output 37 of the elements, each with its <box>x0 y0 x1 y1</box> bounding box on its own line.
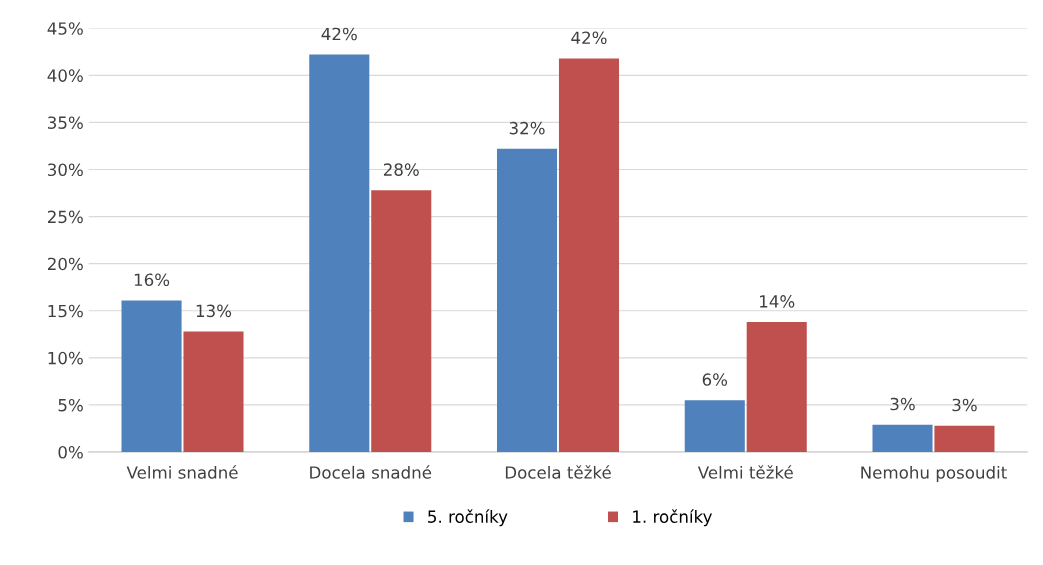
x-tick-label: Docela těžké <box>505 465 611 479</box>
x-tick-label: Nemohu posoudit <box>861 465 1007 483</box>
y-tick-label: 35% <box>48 116 83 129</box>
y-tick-label: 5% <box>58 398 83 412</box>
data-label: 32% <box>509 121 545 135</box>
legend-label: 5. ročníky <box>428 509 508 527</box>
y-tick-label: 0% <box>58 445 83 459</box>
y-tick-label: 10% <box>48 351 83 365</box>
bar <box>684 400 745 452</box>
legend-label: 1. ročníky <box>633 509 712 527</box>
data-label: 28% <box>383 163 419 176</box>
y-tick-label: 40% <box>47 69 83 82</box>
data-label: 16% <box>134 273 170 287</box>
data-label: 3% <box>890 397 915 411</box>
y-tick-label: 25% <box>47 210 83 224</box>
x-tick-label: Velmi těžké <box>697 465 793 479</box>
bar <box>121 300 182 452</box>
data-label: 42% <box>321 27 357 41</box>
bar <box>371 190 432 452</box>
y-tick-label: 15% <box>48 304 83 318</box>
bar <box>558 58 620 452</box>
data-label: 6% <box>702 373 728 386</box>
y-tick-label: 30% <box>48 163 83 177</box>
bar <box>934 425 995 452</box>
bar <box>872 424 933 452</box>
data-label: 13% <box>196 304 232 318</box>
data-label: 42% <box>571 31 607 45</box>
x-tick-label: Velmi snadné <box>126 465 238 479</box>
bar <box>496 148 558 452</box>
bar <box>183 331 244 452</box>
bar <box>746 322 807 452</box>
bar <box>309 54 370 452</box>
data-label: 14% <box>760 295 795 308</box>
y-tick-label: 45% <box>47 22 83 35</box>
y-tick-label: 20% <box>47 257 83 271</box>
x-tick-label: Docela snadné <box>310 465 432 479</box>
data-label: 3% <box>952 398 977 412</box>
